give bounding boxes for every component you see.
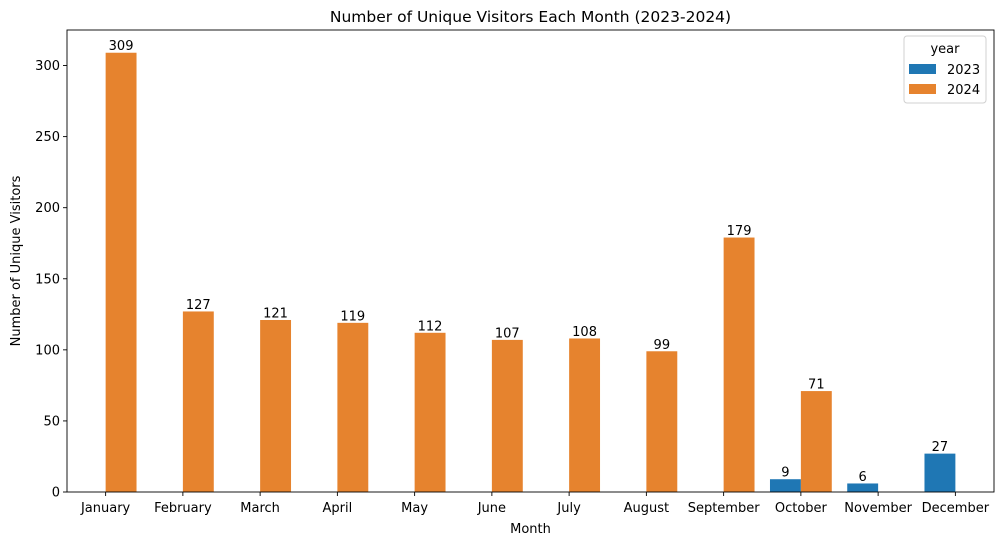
bar-2024-october (800, 391, 832, 492)
bar-value-label: 112 (418, 319, 443, 334)
bar-value-label: 108 (572, 325, 597, 340)
x-tick-label: November (844, 501, 912, 516)
bar-value-label: 107 (495, 326, 520, 341)
plot-area: 309 January 127 February 121 March 119 April 112… (35, 29, 995, 516)
bar-2024-june (491, 339, 523, 492)
bar-value-label: 309 (109, 39, 134, 54)
bar-2024-july (569, 338, 601, 492)
legend: year 2023 2024 (903, 35, 987, 104)
bar-value-label: 27 (932, 440, 949, 455)
bar-2024-march (260, 319, 292, 492)
x-tick-label: January (80, 501, 131, 516)
x-tick-label: August (624, 501, 670, 516)
y-tick-label: 300 (35, 59, 60, 74)
legend-label-2023: 2023 (947, 63, 980, 78)
bar-2024-may (414, 332, 446, 492)
bar-2023-november (847, 483, 879, 492)
bar-2024-september (723, 237, 755, 492)
x-tick-label: December (922, 501, 990, 516)
legend-label-2024: 2024 (947, 83, 980, 98)
x-tick-label: September (688, 501, 761, 516)
y-tick-label: 0 (52, 486, 60, 501)
y-tick-label: 100 (35, 343, 60, 358)
x-tick-label: June (477, 501, 506, 516)
bar-2024-january (105, 52, 137, 493)
bar-2023-december (924, 453, 956, 492)
bar-value-label: 179 (727, 224, 752, 239)
bar-2024-february (182, 311, 214, 492)
y-tick-label: 150 (35, 272, 60, 287)
x-tick-label: May (401, 501, 428, 516)
legend-swatch-2023 (909, 64, 936, 74)
bar-value-label: 6 (859, 470, 867, 485)
bar-value-label: 71 (808, 378, 825, 393)
x-tick-label: February (154, 501, 212, 516)
x-tick-label: October (775, 501, 828, 516)
bar-value-label: 127 (186, 298, 211, 313)
bar-value-label: 99 (654, 338, 671, 353)
y-tick-label: 50 (43, 414, 60, 429)
y-tick-label: 200 (35, 201, 60, 216)
bar-value-label: 119 (340, 309, 365, 324)
y-axis-label: Number of Unique Visitors (9, 175, 24, 346)
bar-2024-august (646, 351, 678, 492)
bar-value-label: 121 (263, 306, 288, 321)
bar-value-label: 9 (781, 466, 789, 481)
x-tick-label: March (240, 501, 280, 516)
legend-swatch-2024 (909, 84, 936, 94)
bar-2024-april (337, 322, 369, 492)
x-tick-label: July (556, 501, 581, 516)
x-tick-label: April (323, 501, 353, 516)
x-axis-label: Month (510, 522, 551, 537)
chart-title: Number of Unique Visitors Each Month (20… (330, 8, 731, 26)
y-tick-label: 250 (35, 130, 60, 145)
legend-title: year (930, 42, 960, 57)
plot-frame (66, 29, 995, 493)
bar-2023-october (769, 479, 801, 492)
